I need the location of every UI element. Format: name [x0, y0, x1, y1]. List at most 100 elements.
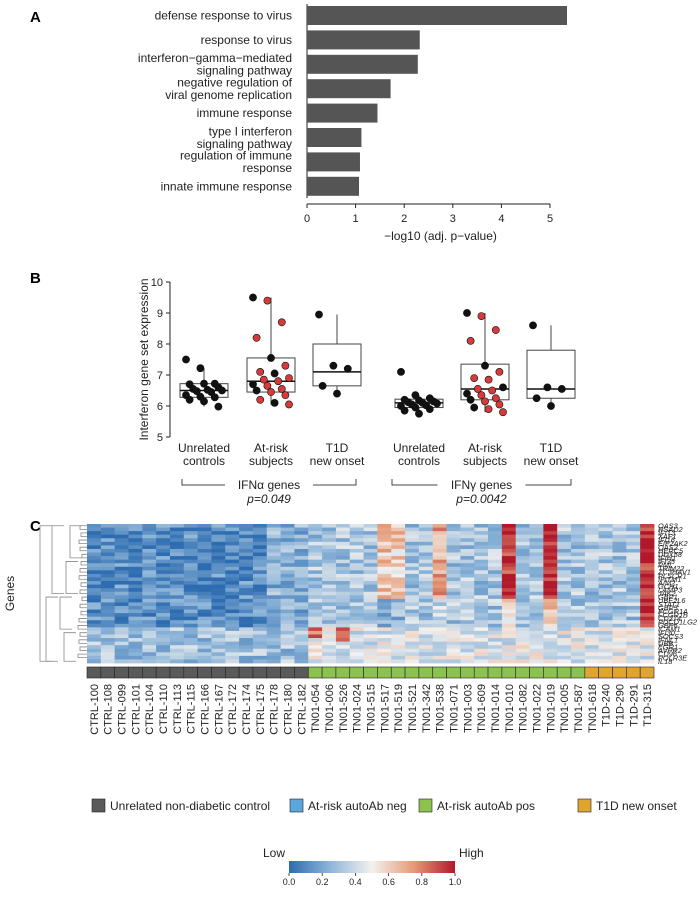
heatmap-cell — [584, 598, 600, 603]
heatmap-cell — [142, 655, 157, 660]
heatmap-cell — [142, 541, 157, 546]
heatmap-cell — [418, 630, 434, 635]
heatmap-cell — [363, 559, 378, 564]
heatmap-cell — [460, 659, 475, 664]
sample-label: T1D-291 — [628, 684, 640, 727]
heatmap-cell — [197, 581, 212, 585]
heatmap-cell — [363, 548, 378, 553]
heatmap-cell — [322, 538, 337, 543]
heatmap-cell — [446, 559, 461, 564]
heatmap-cell — [100, 638, 116, 643]
heatmap-cell — [446, 531, 461, 536]
heatmap-cell — [252, 598, 268, 603]
heatmap-cell — [252, 616, 268, 621]
heatmap-cell — [128, 556, 143, 561]
heatmap-cell — [377, 638, 392, 643]
heatmap-cell — [501, 545, 517, 550]
heatmap-cell — [280, 534, 295, 539]
heatmap-cell — [142, 602, 157, 607]
bracket-label: IFNγ genes — [451, 478, 512, 492]
category-label: viral genome replication — [165, 88, 292, 102]
heatmap-cell — [377, 641, 392, 646]
heatmap-cell — [322, 566, 337, 571]
heatmap-cell — [529, 620, 544, 625]
heatmap-cell — [266, 545, 282, 550]
heatmap-cell — [405, 655, 420, 660]
heatmap-cell — [266, 570, 282, 575]
heatmap-cell — [418, 645, 434, 650]
group-annotation-cell — [307, 666, 323, 679]
colorbar-tick-label: 0.4 — [349, 877, 362, 887]
bracket-label: IFNα genes — [238, 478, 300, 492]
sample-label: TN01-005 — [559, 684, 571, 733]
data-point — [249, 293, 257, 302]
heatmap-cell — [626, 531, 641, 536]
data-point — [277, 385, 286, 393]
heatmap-cell — [460, 605, 475, 610]
heatmap-cell — [474, 524, 489, 528]
heatmap-cell — [405, 598, 420, 603]
gene-label: ICAM1 — [658, 625, 681, 634]
heatmap-cell — [87, 556, 102, 561]
heatmap-cell — [211, 645, 226, 650]
heatmap-cell — [294, 552, 309, 557]
heatmap-cell — [501, 538, 517, 543]
heatmap-cell — [418, 584, 434, 589]
sample-label: CTRL-113 — [172, 684, 184, 734]
heatmap-cell — [349, 559, 364, 564]
heatmap-cell — [446, 545, 461, 550]
heatmap-cell — [377, 613, 392, 618]
heatmap-cell — [87, 641, 102, 646]
heatmap-cell — [474, 588, 489, 593]
heatmap-cell — [349, 588, 364, 593]
heatmap-cell — [114, 534, 129, 539]
heatmap-cell — [529, 577, 544, 582]
heatmap-cell — [377, 563, 392, 568]
dendrogram-branch — [78, 618, 87, 623]
category-label: response — [243, 161, 293, 175]
heatmap-cell — [335, 524, 351, 528]
heatmap-cell — [266, 588, 282, 593]
heatmap-cell — [349, 573, 364, 578]
heatmap-cell — [598, 620, 613, 625]
heatmap-cell — [446, 609, 461, 614]
heatmap-cell — [529, 545, 544, 550]
heatmap-cell — [142, 609, 157, 614]
heatmap-cell — [211, 581, 226, 585]
heatmap-cell — [571, 638, 586, 643]
heatmap-cell — [100, 655, 116, 660]
heatmap-cell — [515, 623, 530, 628]
heatmap-cell — [239, 531, 254, 536]
heatmap-cell — [418, 623, 434, 628]
heatmap-cell — [612, 524, 627, 528]
heatmap-cell — [197, 573, 212, 578]
heatmap-cell — [252, 595, 268, 600]
sample-label: CTRL-180 — [283, 684, 295, 735]
heatmap-cell — [432, 595, 447, 600]
heatmap-cell — [322, 541, 337, 546]
heatmap-cell — [308, 531, 323, 536]
data-point — [397, 367, 405, 376]
heatmap-cell — [87, 613, 102, 618]
heatmap-cell — [252, 641, 268, 646]
heatmap-cell — [197, 616, 212, 621]
heatmap-cell — [239, 559, 254, 564]
heatmap-cell — [183, 541, 199, 546]
sample-label: CTRL-172 — [227, 684, 239, 735]
heatmap-cell — [557, 641, 572, 646]
heatmap-cell — [391, 598, 406, 603]
heatmap-cell — [446, 634, 461, 639]
group-label: new onset — [524, 454, 579, 468]
heatmap-cell — [515, 566, 530, 571]
heatmap-cell — [87, 527, 102, 532]
heatmap-cell — [488, 591, 503, 596]
heatmap-cell — [460, 534, 475, 539]
heatmap-cell — [418, 638, 434, 643]
heatmap-cell — [100, 595, 116, 600]
heatmap-cell — [308, 566, 323, 571]
heatmap-cell — [225, 645, 240, 650]
heatmap-cell — [322, 527, 337, 532]
heatmap-cell — [308, 591, 323, 596]
heatmap-cell — [142, 605, 157, 610]
heatmap-cell — [266, 645, 282, 650]
